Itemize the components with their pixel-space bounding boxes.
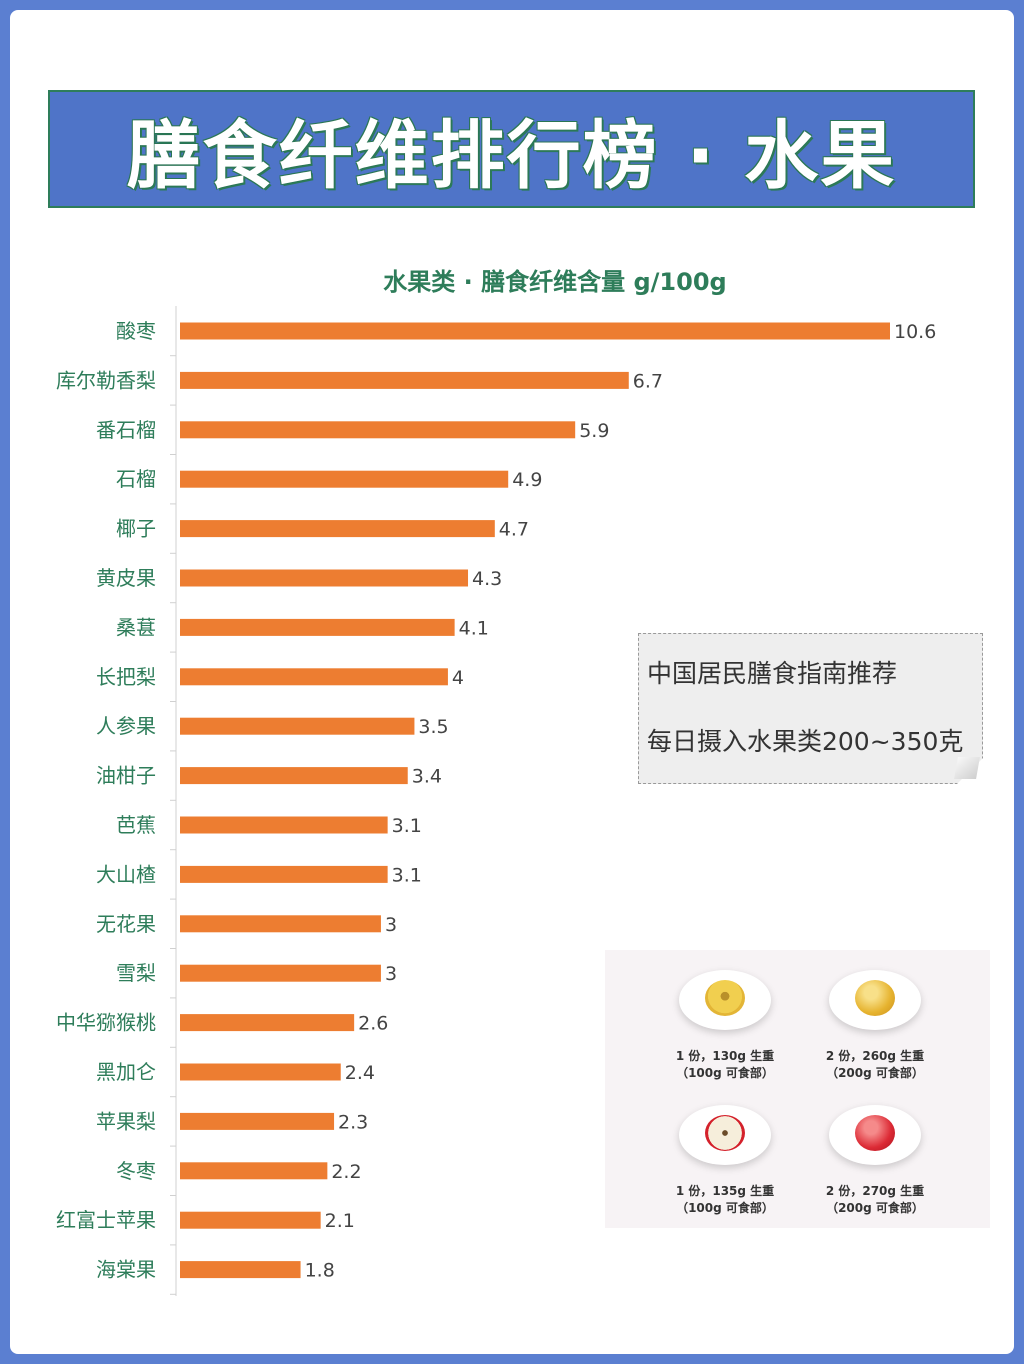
data-label: 2.3: [338, 1111, 368, 1133]
bar: [180, 816, 388, 834]
pear-slice-icon: [705, 980, 745, 1016]
category-label: 中华猕猴桃: [56, 1011, 156, 1035]
bar: [180, 1261, 301, 1279]
category-label: 油柑子: [96, 764, 156, 788]
bar: [180, 520, 495, 538]
category-label: 无花果: [96, 912, 156, 936]
bar: [180, 1014, 355, 1032]
category-label: 海棠果: [96, 1258, 156, 1282]
category-label: 库尔勒香梨: [56, 368, 156, 392]
bar: [180, 470, 509, 488]
plate-icon: [679, 1105, 771, 1165]
chart-title: 水果类 · 膳食纤维含量 g/100g: [383, 268, 727, 296]
portion-caption: 1 份，135g 生重 （100g 可食部）: [675, 1184, 775, 1215]
category-label: 椰子: [116, 517, 156, 541]
data-label: 2.6: [358, 1013, 388, 1035]
plate-icon: [829, 1105, 921, 1165]
page-curl-shade: [954, 757, 980, 779]
plate-icon: [679, 970, 771, 1030]
pear-whole-icon: [855, 980, 895, 1016]
bar: [180, 322, 890, 340]
category-label: 红富士苹果: [56, 1208, 156, 1232]
data-label: 6.7: [633, 370, 663, 392]
data-label: 2.1: [325, 1210, 355, 1232]
data-label: 3.4: [412, 766, 442, 788]
bar: [180, 371, 629, 389]
bar: [180, 915, 381, 933]
category-label: 冬枣: [116, 1159, 156, 1183]
data-label: 4.3: [472, 568, 502, 590]
bar: [180, 1112, 335, 1130]
category-label: 苹果梨: [96, 1109, 156, 1133]
category-label: 黄皮果: [96, 566, 156, 590]
title-banner: 膳食纤维排行榜 · 水果: [48, 90, 975, 208]
data-label: 3: [385, 914, 397, 936]
data-label: 1.8: [305, 1260, 335, 1282]
category-label: 长把梨: [96, 665, 156, 689]
category-label: 雪梨: [116, 961, 156, 985]
page-title: 膳食纤维排行榜 · 水果: [126, 112, 897, 199]
data-label: 3: [385, 963, 397, 985]
category-label: 芭蕉: [116, 813, 156, 837]
data-label: 2.2: [331, 1161, 361, 1183]
data-label: 4.9: [512, 469, 542, 491]
bar: [180, 618, 455, 636]
category-label: 桑葚: [116, 615, 156, 639]
category-label: 番石榴: [96, 418, 156, 442]
category-label: 大山楂: [96, 862, 156, 886]
data-label: 3.5: [418, 716, 448, 738]
data-label: 2.4: [345, 1062, 375, 1084]
category-label: 人参果: [96, 714, 156, 738]
note-line-1: 中国居民膳食指南推荐: [647, 659, 898, 688]
portion-apple-whole: 2 份，270g 生重 （200g 可食部）: [780, 1105, 970, 1217]
data-label: 10.6: [894, 321, 936, 343]
data-label: 4.1: [459, 617, 489, 639]
data-label: 4: [452, 667, 464, 689]
bar: [180, 717, 415, 735]
bar: [180, 865, 388, 883]
portion-caption: 1 份，130g 生重 （100g 可食部）: [675, 1049, 775, 1080]
category-label: 石榴: [116, 467, 156, 491]
fruit-portion-image: 1 份，130g 生重 （100g 可食部） 2 份，260g 生重 （200g…: [605, 950, 990, 1228]
category-label: 黑加仑: [96, 1060, 156, 1084]
plate-icon: [829, 970, 921, 1030]
bar: [180, 1162, 328, 1180]
bar: [180, 421, 576, 439]
bar: [180, 569, 469, 587]
bar: [180, 668, 448, 686]
recommendation-note: 中国居民膳食指南推荐 每日摄入水果类200~350克: [638, 633, 983, 784]
portion-caption: 2 份，270g 生重 （200g 可食部）: [825, 1184, 925, 1215]
portion-apple-slice: 1 份，135g 生重 （100g 可食部）: [630, 1105, 820, 1217]
bar: [180, 1063, 341, 1081]
category-label: 酸枣: [116, 319, 156, 343]
bar: [180, 1211, 321, 1229]
data-label: 3.1: [392, 815, 422, 837]
bar: [180, 767, 408, 785]
note-line-2: 每日摄入水果类200~350克: [647, 727, 964, 756]
data-label: 3.1: [392, 864, 422, 886]
data-label: 4.7: [499, 519, 529, 541]
portion-pear-slice: 1 份，130g 生重 （100g 可食部）: [630, 970, 820, 1082]
apple-whole-icon: [855, 1115, 895, 1151]
data-label: 5.9: [579, 420, 609, 442]
portion-caption: 2 份，260g 生重 （200g 可食部）: [825, 1049, 925, 1080]
portion-pear-whole: 2 份，260g 生重 （200g 可食部）: [780, 970, 970, 1082]
bar: [180, 964, 381, 982]
apple-slice-icon: [705, 1115, 745, 1151]
